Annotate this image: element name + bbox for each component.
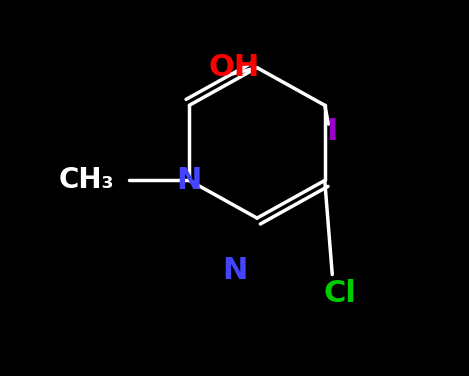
- Text: I: I: [326, 117, 338, 146]
- Text: OH: OH: [209, 53, 260, 82]
- Text: N: N: [177, 166, 202, 195]
- Text: Cl: Cl: [323, 279, 356, 308]
- Text: N: N: [222, 256, 247, 285]
- Text: CH₃: CH₃: [59, 167, 114, 194]
